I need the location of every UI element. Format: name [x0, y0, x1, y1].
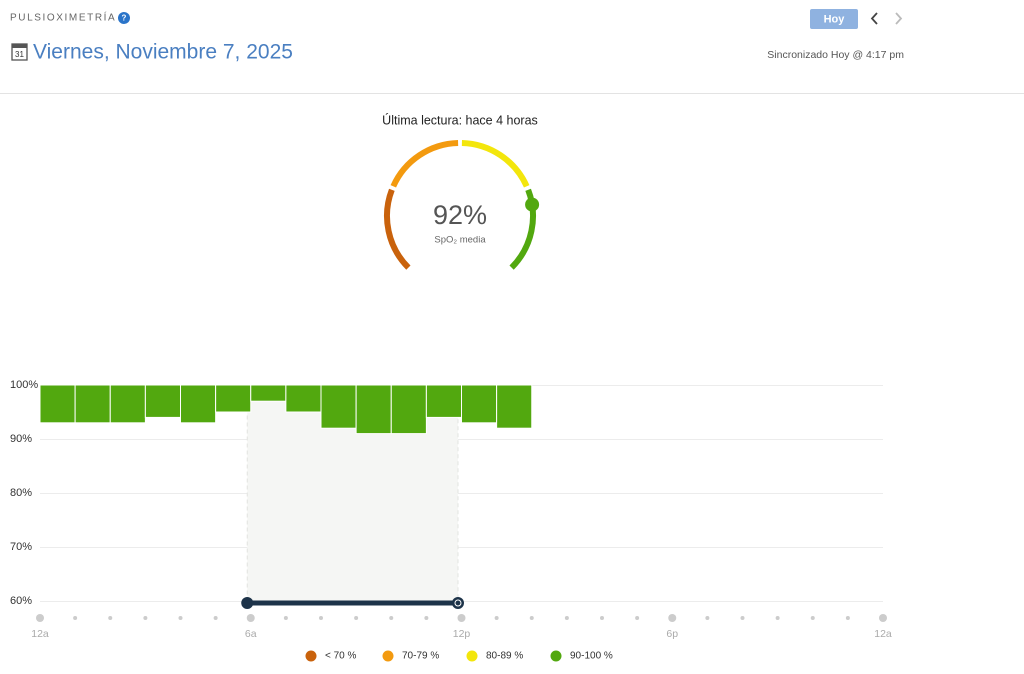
- gauge-marker: [525, 197, 540, 212]
- legend-swatch: [550, 650, 562, 662]
- bar: [39, 384, 76, 424]
- x-tick-label: 12a: [874, 628, 892, 640]
- bar: [390, 384, 427, 435]
- hour-dot: [213, 616, 218, 620]
- legend-label: < 70 %: [325, 651, 357, 662]
- today-button[interactable]: [810, 9, 858, 29]
- x-tick: [246, 614, 255, 622]
- hour-dot: [740, 616, 745, 620]
- hour-dot: [705, 616, 710, 620]
- hour-dot: [178, 616, 183, 620]
- hour-dot: [775, 616, 780, 620]
- page-title: PULSIOXIMETRÍA: [10, 11, 116, 24]
- sleep-end: [451, 597, 464, 609]
- gauge-segment: [390, 140, 459, 188]
- gauge-sublabel: SpO₂ media: [434, 235, 486, 246]
- bar: [74, 384, 111, 424]
- y-tick-label: 70%: [10, 541, 32, 553]
- sleep-start: [241, 597, 254, 609]
- gauge-segment: [461, 140, 530, 188]
- hour-dot: [424, 616, 429, 620]
- hour-dot: [143, 616, 148, 620]
- bar: [355, 384, 392, 435]
- sync-status: Sincronizado Hoy @ 4:17 pm: [767, 49, 904, 61]
- hour-dot: [108, 616, 113, 620]
- y-tick-label: 60%: [10, 595, 32, 607]
- y-tick-label: 80%: [10, 487, 32, 499]
- legend-label: 90-100 %: [570, 651, 613, 662]
- y-tick-label: 100%: [10, 379, 38, 391]
- help-icon-text: ?: [122, 14, 127, 23]
- hour-dot: [354, 616, 359, 620]
- bar: [250, 384, 287, 402]
- bar: [496, 384, 533, 429]
- prev-arrow[interactable]: [870, 12, 878, 25]
- x-tick: [879, 614, 887, 622]
- gauge-caption: Última lectura: hace 4 horas: [382, 112, 538, 127]
- hour-dot: [810, 616, 815, 620]
- x-tick-label: 12a: [31, 628, 49, 640]
- next-arrow[interactable]: [895, 12, 903, 25]
- bar: [320, 384, 357, 429]
- hour-dot: [283, 616, 288, 620]
- date-heading: Viernes, Noviembre 7, 2025: [33, 41, 293, 64]
- legend-label: 70-79 %: [402, 651, 439, 662]
- legend-label: 80-89 %: [486, 651, 523, 662]
- hour-dot: [319, 616, 323, 620]
- bar: [425, 384, 462, 418]
- x-tick-label: 12p: [453, 628, 471, 640]
- bar: [180, 384, 217, 424]
- x-tick-label: 6p: [666, 628, 678, 640]
- help-icon[interactable]: [118, 12, 130, 24]
- bar: [215, 384, 252, 413]
- y-tick-label: 90%: [10, 433, 32, 445]
- x-tick: [36, 614, 44, 622]
- legend-swatch: [305, 650, 317, 662]
- hour-dot: [600, 616, 604, 620]
- hour-dot: [73, 616, 78, 620]
- sleep-end-icon: [454, 599, 462, 607]
- hour-dot: [635, 616, 640, 620]
- bar: [144, 384, 181, 418]
- hour-dot: [564, 616, 569, 620]
- bar: [461, 384, 498, 424]
- hour-dot: [494, 616, 499, 620]
- legend-swatch: [466, 650, 478, 662]
- hour-dot: [845, 616, 850, 620]
- gauge-segment: [384, 188, 411, 270]
- legend-swatch: [382, 650, 394, 662]
- gauge-value: 92%: [433, 200, 487, 230]
- bar: [285, 384, 322, 413]
- x-tick: [457, 614, 466, 622]
- x-tick: [668, 614, 677, 622]
- today-button-label: Hoy: [824, 13, 846, 25]
- calendar-icon: 31: [11, 43, 28, 61]
- x-tick-label: 6a: [245, 628, 257, 640]
- calendar-day: 31: [15, 50, 24, 59]
- hour-dot: [529, 616, 534, 620]
- bar: [109, 384, 146, 424]
- hour-dot: [389, 616, 394, 620]
